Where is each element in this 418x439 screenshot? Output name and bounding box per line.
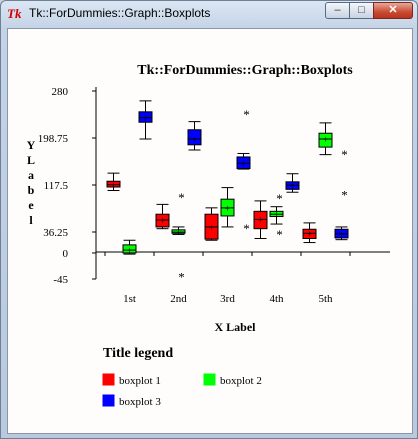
boxplot-1-1st: +: [106, 172, 121, 192]
x-tick-label: 4th: [269, 293, 284, 305]
tk-feather-icon: Tk: [7, 6, 22, 21]
outlier-marker: *: [341, 147, 348, 162]
boxplot-2-5th: +: [318, 122, 333, 156]
legend-label: boxplot 2: [220, 375, 262, 387]
box: [253, 210, 268, 230]
mean-marker: +: [258, 215, 264, 226]
y-tick-label: 0: [63, 248, 69, 260]
y-axis-label-char: l: [29, 213, 33, 227]
x-ticks: 1st 2nd 3rd 4th 5th: [104, 252, 351, 305]
mean-marker: +: [176, 228, 182, 239]
boxplot-2-4th: + * *: [269, 191, 284, 242]
y-tick-label: 117.5: [44, 180, 69, 192]
mean-marker: +: [111, 181, 117, 192]
minimize-icon: –: [334, 4, 341, 16]
boxplot-2-2nd: + * *: [171, 190, 186, 285]
title-bar[interactable]: Tk Tk::ForDummies::Graph::Boxplots – □ ✕: [1, 1, 417, 27]
y-tick-label: 280: [52, 86, 69, 98]
mean-marker: +: [241, 159, 247, 170]
boxplot-1-5th: +: [302, 222, 317, 244]
legend-label: boxplot 1: [119, 375, 161, 387]
mean-marker: +: [307, 229, 313, 240]
mean-marker: +: [192, 135, 198, 146]
y-axis-label-char: e: [28, 198, 34, 212]
boxplot-chart: Tk::ForDummies::Graph::Boxplots X Label …: [27, 63, 390, 408]
mean-marker: +: [160, 216, 166, 227]
x-axis-label: X Label: [214, 320, 256, 334]
mean-marker: +: [143, 114, 149, 125]
boxplot-2-3rd: +: [220, 187, 235, 228]
mean-marker: +: [290, 181, 296, 192]
mean-marker: +: [274, 210, 280, 221]
boxplot-2-1st: +: [122, 239, 137, 257]
legend-swatch: [203, 373, 216, 386]
close-button[interactable]: ✕: [373, 2, 413, 19]
maximize-button[interactable]: □: [349, 2, 374, 19]
y-axis-label-char: Y: [27, 138, 36, 152]
boxplot-1-2nd: +: [155, 203, 170, 230]
boxes-layer: + + + + + + + * * + + * * + + + + * * + + * *: [106, 100, 349, 285]
y-tick-label: 36.25: [43, 227, 68, 239]
y-tick-label: -45: [53, 274, 68, 286]
y-axis-label-char: L: [27, 153, 35, 167]
mean-marker: +: [339, 230, 345, 241]
legend-swatch: [102, 394, 115, 407]
boxplot-3-1st: +: [138, 100, 153, 140]
box: [318, 132, 333, 148]
box: [187, 129, 202, 146]
mean-marker: +: [127, 246, 133, 257]
boxplot-3-3rd: + * *: [236, 107, 251, 236]
x-tick-label: 5th: [318, 293, 333, 305]
x-tick-label: 3rd: [220, 293, 235, 305]
box: [236, 156, 251, 170]
y-axis-label-char: b: [28, 183, 35, 197]
boxplot-3-4th: +: [285, 173, 300, 193]
outlier-marker: *: [276, 227, 283, 242]
outlier-marker: *: [243, 107, 250, 122]
boxplot-3-2nd: +: [187, 121, 202, 151]
box: [138, 111, 153, 123]
chart-title: Tk::ForDummies::Graph::Boxplots: [137, 63, 353, 78]
window-title: Tk::ForDummies::Graph::Boxplots: [29, 6, 211, 20]
boxplot-3-5th: + * *: [334, 147, 349, 241]
legend-label: boxplot 3: [119, 396, 161, 408]
y-axis-label-char: a: [28, 168, 34, 182]
y-tick-label: 198.75: [38, 133, 69, 145]
outlier-marker: *: [243, 221, 250, 236]
legend: boxplot 1 boxplot 2 boxplot 3: [102, 373, 262, 408]
mean-marker: +: [225, 204, 231, 215]
box: [106, 180, 121, 188]
x-tick-label: 2nd: [170, 293, 187, 305]
canvas-area: Tk::ForDummies::Graph::Boxplots X Label …: [7, 28, 413, 434]
x-tick-label: 1st: [123, 293, 136, 305]
close-icon: ✕: [388, 4, 398, 16]
box: [122, 244, 137, 254]
boxplot-1-3rd: +: [204, 207, 219, 241]
outlier-marker: *: [178, 190, 185, 205]
legend-title: Title legend: [103, 346, 173, 361]
legend-swatch: [102, 373, 115, 386]
outlier-marker: *: [276, 191, 283, 206]
box: [155, 213, 170, 228]
box: [171, 229, 186, 234]
maximize-icon: □: [358, 4, 365, 16]
box: [302, 228, 317, 240]
minimize-button[interactable]: –: [325, 2, 350, 19]
boxplot-1-4th: +: [253, 200, 268, 240]
y-ticks: 280 198.75 117.5 36.25 0 -45: [38, 86, 96, 286]
mean-marker: +: [209, 223, 215, 234]
mean-marker: +: [323, 135, 329, 146]
outlier-marker: *: [178, 270, 185, 285]
outlier-marker: *: [341, 188, 348, 203]
